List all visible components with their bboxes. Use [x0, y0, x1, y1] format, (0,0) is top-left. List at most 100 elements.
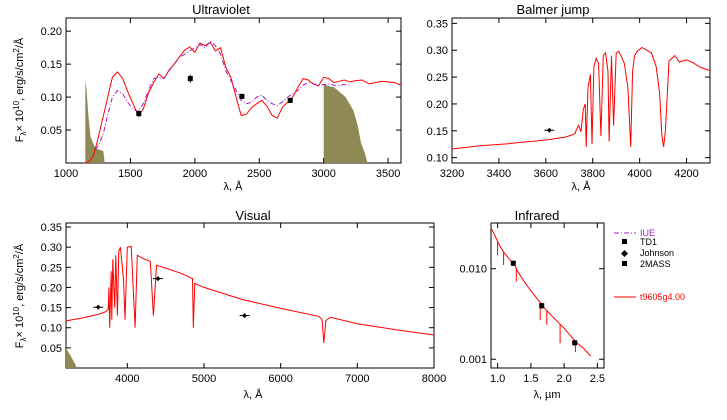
ir-xtick-label-0: 1.0 [490, 373, 505, 385]
uv-shade-area-0 [85, 80, 105, 163]
uv-ylabel-tail: /Å [13, 37, 26, 48]
ir-title: Infrared [515, 208, 560, 223]
legend-johnson-marker [621, 250, 628, 257]
visual-ytick-label-6: 0.35 [41, 222, 62, 234]
uv-ylabel-mid: × 10 [14, 110, 26, 132]
balmer-xtick-label-1: 3400 [487, 168, 511, 180]
balmer-ytick-label-5: 0.35 [427, 18, 448, 30]
visual-ylabel-unit: , erg/s/cm [14, 259, 26, 307]
legend-entry-2mass: 2MASS [622, 259, 671, 269]
uv-xtick-label-2: 2000 [183, 168, 207, 180]
visual-xtick-label-3: 7000 [345, 373, 369, 385]
uv-xtick-label-5: 3500 [376, 168, 400, 180]
balmer-y-ticks: 0.10 0.15 0.20 0.25 0.30 0.35 [427, 18, 710, 165]
uv-point-3 [287, 97, 293, 103]
uv-ylabel-sup2: 2 [12, 48, 21, 53]
uv-xtick-label-1: 1500 [118, 168, 142, 180]
uv-xtick-label-0: 1000 [54, 168, 78, 180]
visual-ylabel-sup2: 2 [12, 254, 21, 259]
visual-ytick-label-5: 0.30 [41, 242, 62, 254]
balmer-ytick-label-1: 0.15 [427, 126, 448, 138]
legend-entry-iue: IUE [614, 228, 655, 238]
legend-td1-label: TD1 [640, 237, 657, 247]
balmer-xtick-label-5: 4200 [674, 168, 698, 180]
visual-point-0 [95, 304, 101, 310]
uv-point-1 [187, 76, 193, 82]
legend-2mass-label: 2MASS [640, 259, 671, 269]
balmer-xtick-label-2: 3600 [534, 168, 558, 180]
visual-ylabel-tail: /Å [13, 243, 26, 254]
legend-model-label: t9605g4.00 [640, 292, 685, 302]
ir-x-ticks: 1.0 1.5 2.0 2.5 [490, 223, 605, 385]
ir-xtick-label-3: 2.5 [590, 373, 605, 385]
visual-point-2 [242, 313, 248, 319]
ir-points [510, 260, 578, 346]
ir-y-ticks: 0.001 0.010 [459, 264, 604, 366]
uv-xlabel: λ, Å [224, 180, 244, 193]
uv-ylabel-sup10: 10 [12, 100, 21, 109]
legend-entry-model: t9605g4.00 [614, 292, 685, 302]
uv-ylabel-sub: λ [19, 132, 28, 136]
panel-ultraviolet: Ultraviolet 1000 1500 2000 2500 3000 3500 0.0… [12, 2, 402, 193]
visual-xtick-label-0: 4000 [115, 373, 139, 385]
uv-shade-area-1 [323, 83, 368, 163]
legend-iue-label: IUE [640, 228, 655, 238]
balmer-point-0 [546, 127, 552, 133]
uv-series-iue [95, 40, 350, 151]
balmer-xtick-label-3: 3800 [580, 168, 604, 180]
visual-ylabel-base: F [14, 341, 26, 348]
balmer-ytick-label-2: 0.20 [427, 99, 448, 111]
balmer-frame [451, 17, 711, 164]
balmer-points [544, 127, 555, 133]
balmer-series-t9605g4-00 [451, 46, 711, 150]
ir-point-0 [510, 260, 516, 266]
uv-series [85, 40, 402, 164]
uv-points [136, 74, 293, 117]
ir-xtick-label-1: 1.5 [523, 373, 538, 385]
visual-shaded-region [66, 347, 77, 368]
uv-y-ticks: 0.05 0.10 0.15 0.20 [41, 26, 401, 137]
ir-xtick-label-2: 2.0 [556, 373, 571, 385]
uv-ytick-label-2: 0.15 [41, 59, 62, 71]
visual-ytick-label-2: 0.15 [41, 303, 62, 315]
visual-ylabel-sub: λ [19, 338, 28, 342]
uv-series-t9605g4-00 [85, 41, 402, 164]
visual-ytick-label-1: 0.10 [41, 323, 62, 335]
visual-xtick-label-1: 5000 [192, 373, 216, 385]
balmer-x-ticks: 3200 3400 3600 3800 4000 4200 [440, 18, 699, 180]
uv-ylabel-unit: , erg/s/cm [14, 53, 26, 101]
balmer-xlabel: λ, Å [572, 180, 592, 193]
ir-series-t9605g4-00 [490, 227, 592, 357]
uv-ytick-label-3: 0.20 [41, 26, 62, 38]
visual-xlabel: λ, Å [244, 388, 264, 401]
visual-ytick-label-3: 0.20 [41, 282, 62, 294]
visual-ylabel-sup10: 10 [12, 306, 21, 315]
legend: IUE TD1 Johnson 2MASS t9605g4.00 [614, 228, 685, 302]
legend-2mass-marker [622, 261, 627, 266]
legend-td1-marker [622, 239, 627, 244]
uv-xtick-label-3: 2500 [247, 168, 271, 180]
visual-ytick-label-0: 0.05 [41, 343, 62, 355]
visual-ytick-label-4: 0.25 [41, 262, 62, 274]
visual-x-ticks: 4000 5000 6000 7000 8000 [115, 223, 446, 385]
visual-series-t9605g4-00 [65, 245, 435, 344]
visual-shade-area-0 [66, 347, 77, 368]
uv-x-ticks: 1000 1500 2000 2500 3000 3500 [54, 18, 400, 180]
ir-point-2 [572, 340, 578, 346]
balmer-xtick-label-4: 4000 [627, 168, 651, 180]
balmer-series [451, 46, 711, 150]
ir-series [490, 227, 592, 357]
uv-xtick-label-4: 3000 [311, 168, 335, 180]
uv-ytick-label-1: 0.10 [41, 92, 62, 104]
visual-points [93, 276, 250, 319]
visual-xtick-label-2: 6000 [268, 373, 292, 385]
panel-visual: Visual 4000 5000 6000 7000 8000 0.05 0.10 0.15… [12, 208, 446, 401]
visual-series [65, 245, 435, 344]
ir-ytick-label-0: 0.001 [459, 354, 487, 366]
visual-xtick-label-4: 8000 [422, 373, 446, 385]
visual-title: Visual [235, 208, 270, 223]
ir-ytick-label-1: 0.010 [459, 264, 487, 276]
legend-johnson-label: Johnson [640, 248, 674, 258]
legend-entry-johnson: Johnson [621, 248, 674, 258]
